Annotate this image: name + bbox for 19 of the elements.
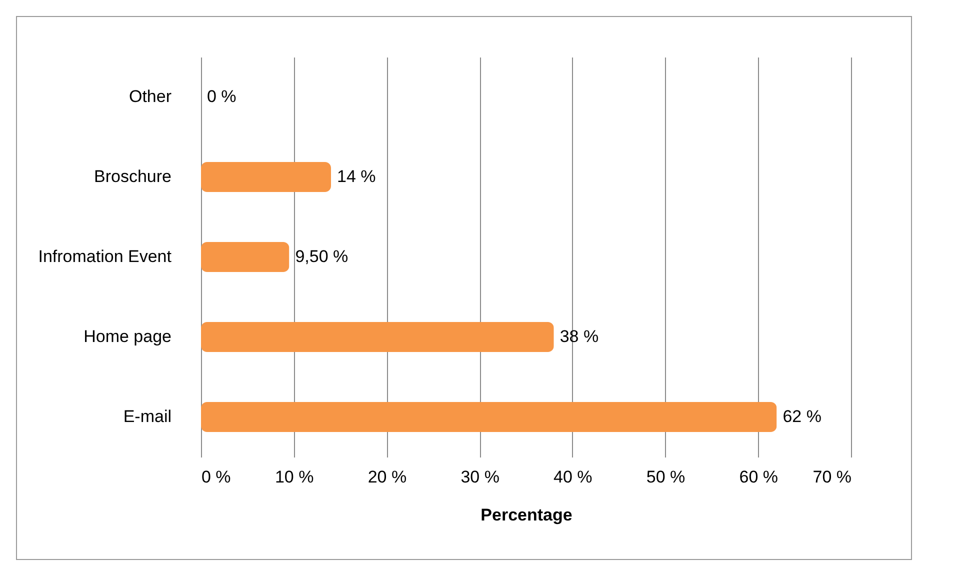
data-label: 9,50 % xyxy=(295,247,348,266)
y-tick-label: Broschure xyxy=(94,167,172,186)
data-label: 0 % xyxy=(207,87,236,106)
y-tick-label: Infromation Event xyxy=(38,247,172,266)
x-tick-label: 20 % xyxy=(368,468,407,486)
x-tick-label: 50 % xyxy=(646,468,686,486)
x-tick-label: 0 % xyxy=(202,468,231,486)
y-tick-label: Home page xyxy=(84,327,172,346)
x-tick-label: 60 % xyxy=(739,468,778,486)
data-label: 14 % xyxy=(337,167,376,186)
x-tick-label: 70 % xyxy=(812,468,852,486)
x-tick-label: 40 % xyxy=(554,468,592,486)
y-tick-label: E-mail xyxy=(123,407,172,426)
data-label: 38 % xyxy=(560,327,599,346)
x-tick-label: 30 % xyxy=(460,468,500,486)
data-label: 62 % xyxy=(782,407,822,426)
x-axis-title: Percentage xyxy=(480,506,572,524)
y-tick-label: Other xyxy=(128,87,172,106)
x-tick-label: 10 % xyxy=(274,468,314,486)
